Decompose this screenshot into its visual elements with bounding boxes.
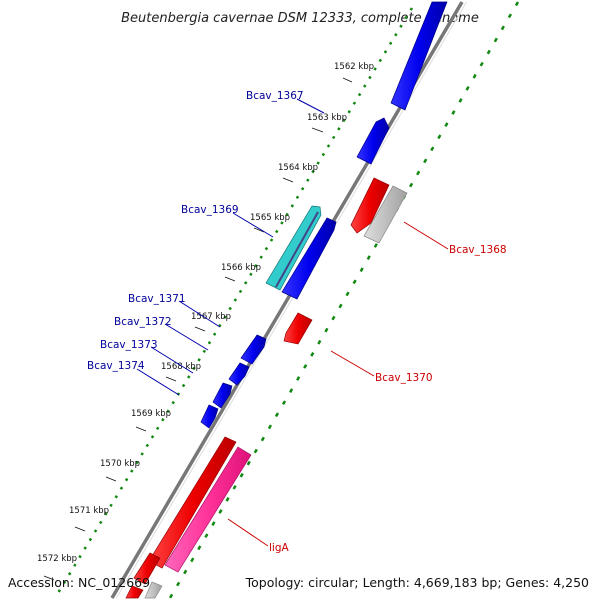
gene-bcav-1373[interactable]: [212, 382, 233, 409]
tick-label-1563: 1563 kbp: [307, 113, 347, 123]
tick-label-1562: 1562 kbp: [334, 62, 374, 72]
label-bcav-1369[interactable]: Bcav_1369: [181, 204, 239, 216]
tick-1564: [282, 177, 294, 183]
gc-skew-track-outer: [168, 1, 520, 599]
gene-bcav-1367[interactable]: [356, 117, 390, 165]
gene-reverse-1[interactable]: [350, 177, 390, 234]
gene-reverse-inner-3[interactable]: [125, 585, 144, 599]
gene-bcav-1368[interactable]: [363, 185, 408, 244]
label-bcav-1372[interactable]: Bcav_1372: [114, 316, 172, 328]
gene-bcav-1371[interactable]: [240, 334, 267, 365]
gene-reverse-inner-2[interactable]: [133, 552, 161, 585]
leader-bcav-1374: [136, 368, 180, 396]
tick-1570: [105, 476, 117, 482]
tick-1565: [253, 227, 265, 233]
leader-bcav-1370: [330, 350, 375, 377]
gene-forward-2[interactable]: [281, 217, 337, 300]
tick-1572: [43, 575, 55, 581]
tick-label-1565: 1565 kbp: [250, 213, 290, 223]
leader-bcav-1367: [296, 98, 325, 114]
tick-1567: [194, 326, 206, 332]
map-title: Beutenbergia cavernae DSM 12333, complet…: [121, 11, 479, 26]
gene-bcav-1372[interactable]: [228, 362, 250, 386]
label-bcav-1373[interactable]: Bcav_1373: [100, 339, 158, 351]
label-bcav-1374[interactable]: Bcav_1374: [87, 360, 145, 372]
tick-label-1570: 1570 kbp: [100, 459, 140, 469]
gene-other-bottom[interactable]: [144, 581, 163, 599]
tick-label-1564: 1564 kbp: [278, 163, 318, 173]
gene-forward-1[interactable]: [390, 1, 448, 111]
tick-1568: [165, 376, 177, 382]
leader-bcav-1369: [232, 212, 274, 238]
label-bcav-1367[interactable]: Bcav_1367: [246, 90, 304, 102]
leader-bcav-1372: [164, 323, 209, 351]
accession-text: Accession: NC_012669: [8, 575, 150, 590]
tick-1566: [224, 276, 236, 282]
tick-label-1568: 1568 kbp: [161, 362, 201, 372]
gene-bcav-1370[interactable]: [283, 312, 313, 345]
gene-ligA[interactable]: [164, 446, 252, 573]
leader-bcav-1373: [150, 346, 194, 374]
label-bcav-1370[interactable]: Bcav_1370: [375, 372, 433, 384]
leader-ligA: [227, 518, 269, 547]
tick-marks: 1562 kbp 1563 kbp 1564 kbp 1565 kbp 1566…: [37, 62, 374, 581]
tick-label-1567: 1567 kbp: [191, 312, 231, 322]
tick-label-1572: 1572 kbp: [37, 554, 77, 564]
tick-label-1566: 1566 kbp: [221, 263, 261, 273]
gene-reverse-inner[interactable]: [148, 436, 237, 569]
tick-label-1571: 1571 kbp: [69, 506, 109, 516]
leader-bcav-1368: [403, 221, 449, 250]
tick-1562: [342, 77, 353, 83]
label-bcav-1368[interactable]: Bcav_1368: [449, 244, 507, 256]
tick-1569: [135, 426, 147, 432]
gene-bcav-1374[interactable]: [200, 404, 219, 429]
label-ligA[interactable]: ligA: [269, 542, 289, 554]
tick-label-1569: 1569 kbp: [131, 409, 171, 419]
leader-bcav-1371: [178, 300, 221, 328]
tick-1571: [74, 526, 86, 532]
gene-bcav-1369[interactable]: [265, 205, 322, 291]
gene-bcav-1369-stripe: [275, 211, 319, 288]
label-bcav-1371[interactable]: Bcav_1371: [128, 293, 186, 305]
tick-1563: [311, 127, 324, 133]
genome-summary-text: Topology: circular; Length: 4,669,183 bp…: [245, 575, 589, 590]
